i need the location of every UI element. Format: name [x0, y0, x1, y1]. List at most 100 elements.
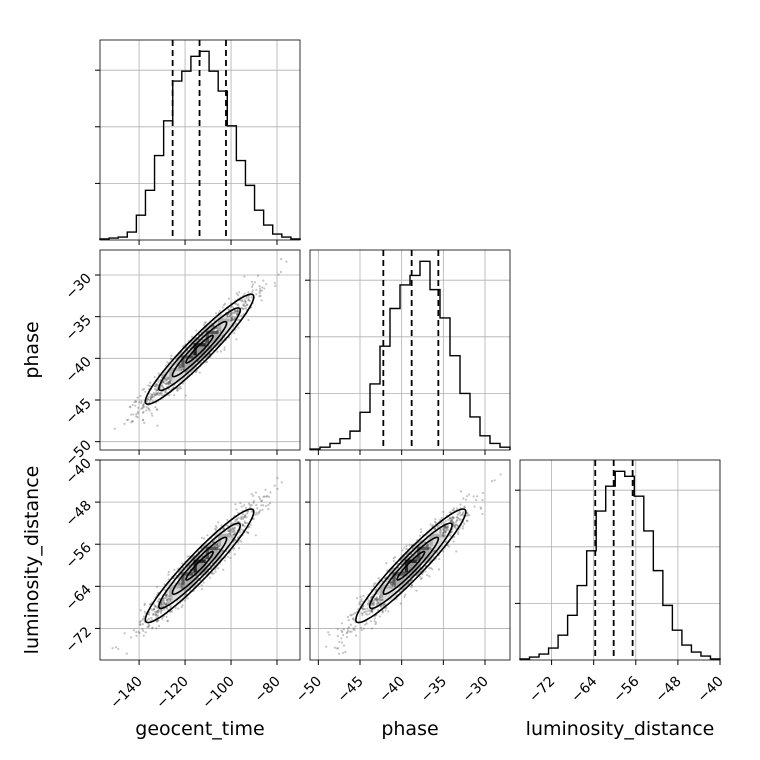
sample-point	[375, 597, 378, 601]
sample-point	[337, 652, 341, 655]
sample-point	[164, 390, 167, 394]
sample-point	[363, 608, 367, 611]
sample-point	[166, 619, 169, 623]
sample-point	[446, 527, 449, 531]
sample-point	[233, 527, 237, 530]
sample-point	[369, 620, 373, 623]
sample-point	[335, 647, 339, 650]
sample-point	[217, 521, 220, 524]
sample-point	[229, 319, 233, 322]
sample-point	[427, 543, 430, 546]
sample-point	[123, 632, 126, 635]
sample-point	[150, 393, 153, 397]
sample-point	[114, 646, 117, 649]
sample-point	[234, 503, 237, 506]
sample-point	[276, 476, 279, 480]
sample-point	[346, 629, 349, 632]
sample-point	[371, 610, 374, 613]
sample-point	[381, 599, 384, 602]
sample-point	[265, 495, 268, 498]
sample-point	[437, 568, 441, 571]
sample-point	[383, 603, 386, 606]
sample-point	[240, 516, 243, 519]
sample-point	[147, 407, 150, 411]
sample-point	[136, 396, 139, 399]
sample-point	[166, 599, 169, 602]
sample-point	[473, 505, 476, 508]
x-tick-label: −72	[526, 674, 558, 706]
sample-point	[141, 628, 144, 631]
sample-point	[169, 599, 172, 603]
sample-point	[244, 304, 247, 308]
sample-point	[152, 391, 156, 394]
sample-point	[364, 623, 367, 626]
sample-point	[183, 599, 187, 602]
contour-level	[144, 508, 255, 624]
sample-point	[403, 546, 406, 549]
sample-point	[354, 634, 358, 637]
sample-point	[461, 527, 464, 530]
sample-point	[173, 394, 176, 397]
sample-point	[164, 390, 167, 393]
sample-point	[446, 524, 450, 527]
sample-point	[231, 534, 235, 537]
sample-point	[359, 626, 363, 629]
sample-point	[408, 544, 411, 547]
sample-point	[141, 419, 144, 422]
sample-point	[230, 312, 233, 315]
sample-point	[258, 497, 262, 501]
sample-point	[444, 540, 447, 543]
sample-point	[449, 516, 452, 520]
sample-point	[128, 405, 131, 408]
sample-point	[123, 422, 126, 425]
sample-point	[155, 383, 158, 386]
sample-point	[139, 623, 142, 626]
sample-point	[262, 495, 265, 498]
sample-point	[419, 531, 423, 534]
sample-point	[190, 335, 194, 338]
sample-point	[156, 384, 159, 387]
sample-point	[135, 634, 138, 638]
sample-point	[360, 598, 363, 601]
sample-point	[267, 503, 270, 507]
sample-point	[125, 652, 128, 655]
sample-point	[155, 383, 158, 386]
sample-point	[152, 612, 155, 616]
sample-point	[333, 646, 336, 649]
sample-point	[242, 300, 245, 303]
sample-point	[364, 612, 367, 615]
x-tick-label: −48	[653, 674, 685, 706]
sample-point	[455, 550, 458, 553]
sample-point	[236, 524, 239, 527]
sample-point	[154, 393, 157, 396]
sample-point	[358, 603, 361, 606]
x-tick-label: −30	[460, 674, 492, 706]
sample-point	[246, 512, 249, 515]
sample-point	[457, 517, 460, 520]
sample-point	[463, 505, 466, 508]
sample-point	[374, 621, 378, 624]
sample-point	[434, 521, 437, 524]
sample-point	[241, 524, 244, 527]
sample-point	[158, 391, 161, 395]
sample-point	[276, 487, 279, 491]
sample-point	[236, 293, 240, 297]
sample-point	[157, 380, 160, 383]
sample-point	[165, 377, 169, 380]
sample-point	[452, 509, 455, 512]
sample-point	[447, 518, 450, 522]
sample-point	[113, 427, 116, 430]
sample-point	[139, 620, 142, 623]
sample-point	[390, 581, 393, 584]
sample-point	[410, 584, 414, 587]
sample-point	[370, 602, 374, 605]
sample-point	[140, 401, 143, 404]
sample-point	[220, 550, 223, 553]
sample-point	[453, 525, 456, 528]
sample-point	[433, 527, 436, 530]
sample-point	[342, 628, 345, 631]
sample-point	[247, 531, 250, 534]
sample-point	[167, 597, 170, 600]
sample-point	[458, 511, 462, 514]
sample-point	[242, 304, 245, 307]
